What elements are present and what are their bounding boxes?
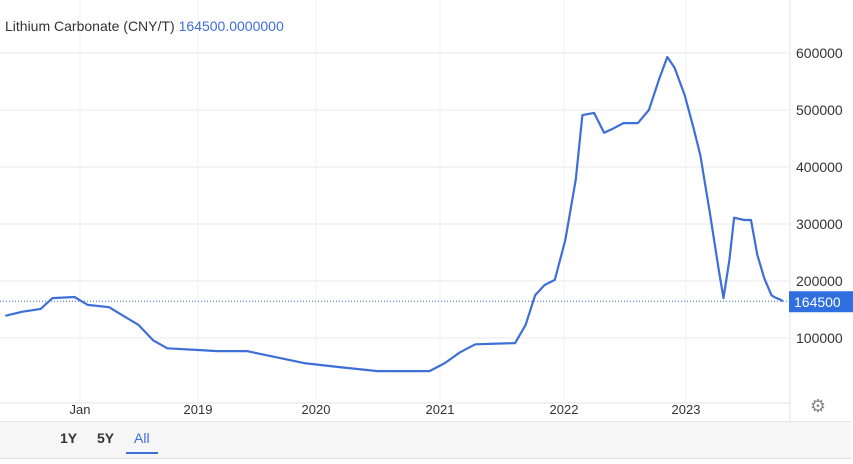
x-tick-label: 2021 bbox=[426, 402, 455, 417]
gear-icon[interactable]: ⚙ bbox=[809, 396, 827, 416]
y-tick-label: 500000 bbox=[796, 102, 843, 118]
y-tick-label: 200000 bbox=[796, 273, 843, 289]
x-tick-label: 2020 bbox=[302, 402, 331, 417]
chart-grid bbox=[0, 0, 791, 421]
y-tick-label: 600000 bbox=[796, 45, 843, 61]
y-axis-labels: 100000 200000 300000 400000 500000 600000 bbox=[796, 45, 843, 346]
range-all-button[interactable]: All bbox=[126, 430, 158, 454]
chart-title: Lithium Carbonate (CNY/T) 164500.0000000 bbox=[5, 18, 284, 34]
last-value-badge: 164500 bbox=[789, 291, 853, 313]
range-selector: 1Y 5Y All bbox=[0, 421, 851, 459]
last-value-badge-bg bbox=[789, 291, 853, 313]
price-chart: 100000 200000 300000 400000 500000 600000 Jan… bbox=[0, 0, 853, 421]
x-axis-labels: Jan 2019 2020 2021 2022 2023 bbox=[70, 402, 701, 417]
chart-title-text: Lithium Carbonate (CNY/T) bbox=[5, 18, 175, 34]
current-value: 164500.0000000 bbox=[178, 18, 284, 34]
y-tick-label: 300000 bbox=[796, 216, 843, 232]
series-line-lithium-carbonate[interactable] bbox=[5, 55, 784, 373]
x-tick-label: 2022 bbox=[550, 402, 579, 417]
last-value-badge-text: 164500 bbox=[794, 294, 841, 310]
x-tick-label: 2023 bbox=[672, 402, 701, 417]
x-tick-label: 2019 bbox=[184, 402, 213, 417]
range-5y-button[interactable]: 5Y bbox=[97, 430, 115, 446]
y-tick-label: 400000 bbox=[796, 159, 843, 175]
range-1y-button[interactable]: 1Y bbox=[60, 430, 78, 446]
x-tick-label: Jan bbox=[70, 402, 91, 417]
y-tick-label: 100000 bbox=[796, 330, 843, 346]
